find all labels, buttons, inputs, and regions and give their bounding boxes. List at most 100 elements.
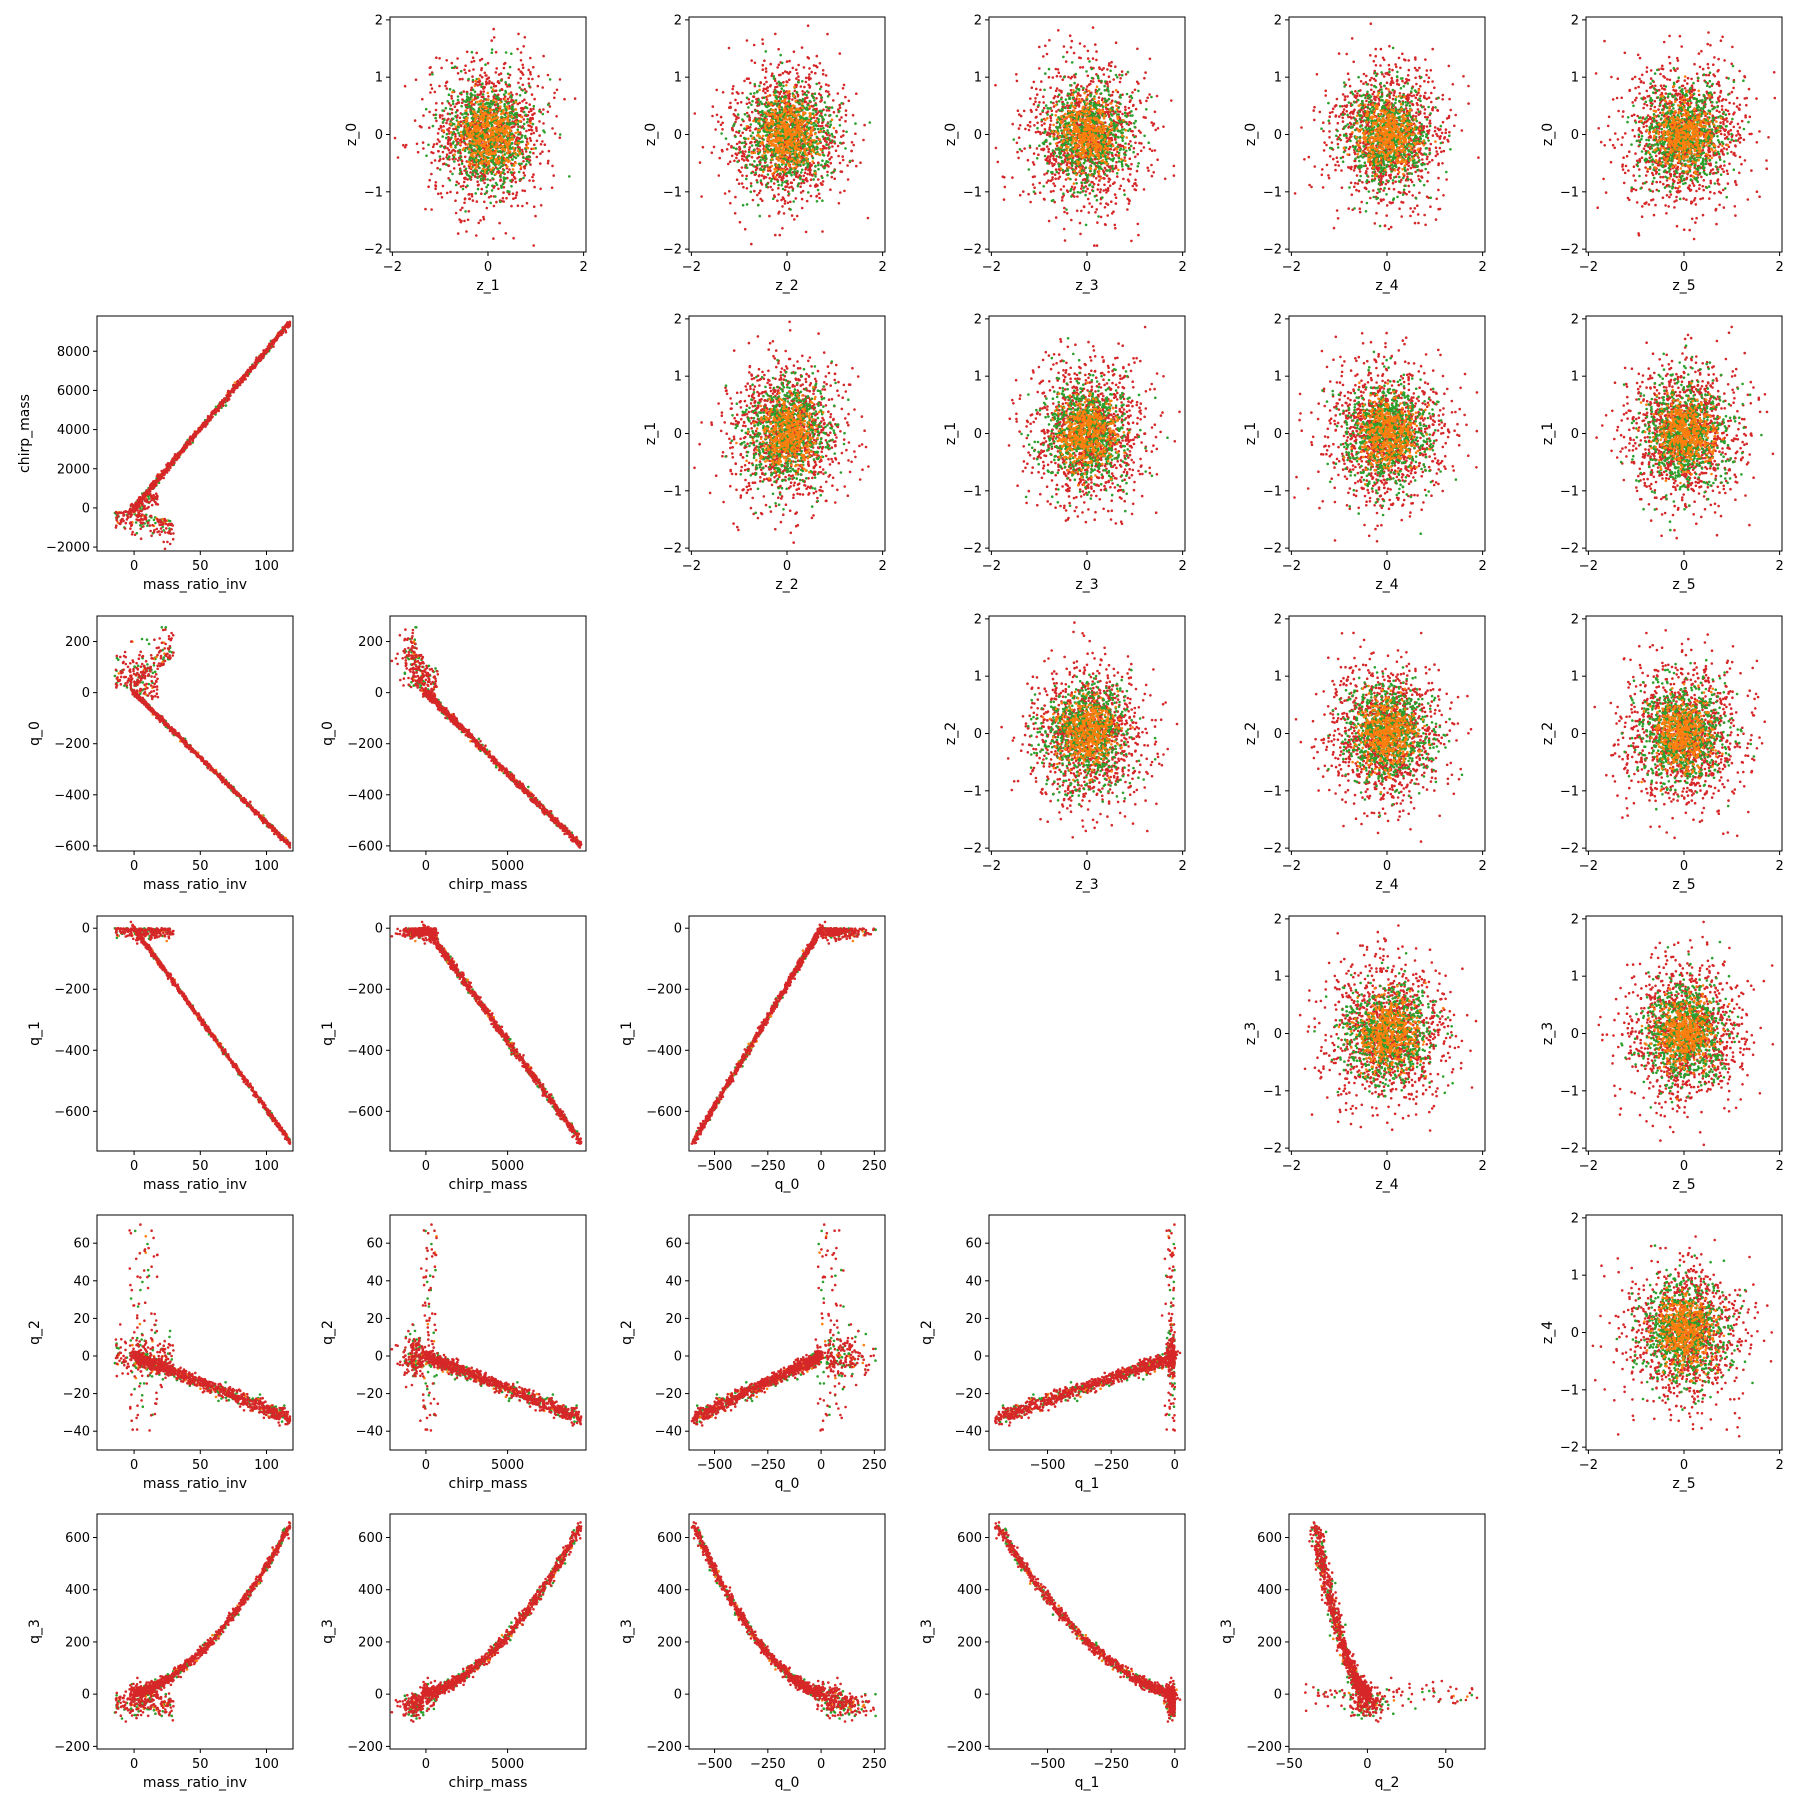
data-point <box>719 123 723 127</box>
data-point <box>777 193 780 196</box>
data-point <box>786 102 790 106</box>
data-point <box>546 110 550 114</box>
data-point <box>486 135 489 138</box>
y-tick-label: −1 <box>663 185 682 200</box>
data-point <box>811 160 814 163</box>
data-point <box>522 110 526 114</box>
data-point <box>783 199 787 203</box>
data-point <box>508 73 512 77</box>
data-point <box>477 142 481 146</box>
data-point <box>457 151 460 154</box>
data-point <box>771 188 774 192</box>
data-point <box>761 38 764 41</box>
data-point <box>469 88 473 92</box>
data-point <box>497 139 500 142</box>
data-point <box>487 105 491 108</box>
data-point <box>453 153 456 156</box>
data-point <box>783 128 787 132</box>
data-point <box>469 171 472 174</box>
data-point <box>1060 199 1064 202</box>
data-point <box>436 138 440 141</box>
data-point <box>801 102 804 106</box>
data-point <box>517 162 521 166</box>
data-point <box>772 182 776 185</box>
data-point <box>461 77 464 81</box>
data-point <box>481 82 484 85</box>
data-point <box>833 169 836 172</box>
data-point <box>471 130 475 133</box>
data-point <box>504 81 507 84</box>
data-point <box>846 178 850 181</box>
data-point <box>512 100 515 104</box>
data-point <box>1086 197 1090 201</box>
data-point <box>457 163 461 166</box>
data-point <box>828 134 831 137</box>
data-point <box>812 108 815 112</box>
data-point <box>1048 158 1052 161</box>
data-point <box>795 129 798 133</box>
data-point <box>503 95 507 98</box>
data-point <box>427 185 430 188</box>
data-point <box>483 200 486 204</box>
data-point <box>492 36 496 39</box>
data-point <box>521 140 524 143</box>
data-point <box>484 150 487 153</box>
data-point <box>436 166 439 170</box>
data-point <box>499 200 502 204</box>
data-point <box>434 181 438 184</box>
data-point <box>438 57 441 60</box>
data-point <box>830 132 834 136</box>
data-point <box>1131 133 1135 137</box>
data-point <box>838 103 841 107</box>
data-point <box>476 93 479 96</box>
data-point <box>467 105 471 109</box>
data-point <box>821 69 825 72</box>
data-point <box>756 134 759 137</box>
data-point <box>806 165 809 169</box>
data-point <box>795 68 798 71</box>
data-point <box>787 100 791 103</box>
data-point <box>809 121 813 125</box>
data-point <box>764 176 768 179</box>
data-point <box>733 159 736 163</box>
data-point <box>788 158 792 161</box>
data-point <box>850 149 853 153</box>
data-point <box>798 136 802 139</box>
x-axis-label: z_1 <box>476 278 499 294</box>
data-point <box>465 105 468 109</box>
data-point <box>758 214 762 218</box>
data-point <box>480 95 484 99</box>
data-point <box>429 83 433 87</box>
data-point <box>475 170 478 174</box>
data-point <box>766 182 769 186</box>
data-point <box>745 174 748 178</box>
data-point <box>476 180 479 183</box>
data-point <box>480 160 484 163</box>
data-point <box>814 71 817 75</box>
data-point <box>1128 157 1132 160</box>
data-point <box>829 161 833 165</box>
data-point <box>797 140 800 144</box>
data-point <box>753 61 757 65</box>
data-point <box>1126 178 1130 181</box>
data-point <box>793 173 796 176</box>
data-point <box>1027 192 1030 196</box>
y-tick-label: 1 <box>674 71 682 86</box>
data-point <box>823 101 827 104</box>
data-point <box>505 108 508 112</box>
data-point <box>821 144 825 148</box>
data-point <box>532 65 535 69</box>
data-point <box>490 123 494 126</box>
data-point <box>525 155 529 159</box>
data-point <box>543 131 546 134</box>
data-point <box>734 98 737 102</box>
data-point <box>1126 208 1129 211</box>
data-point <box>427 143 430 147</box>
data-point <box>522 122 526 126</box>
data-point <box>508 138 512 141</box>
data-point <box>798 160 801 164</box>
data-point <box>783 180 787 184</box>
data-point <box>825 105 828 109</box>
data-point <box>777 131 781 135</box>
data-point <box>801 90 804 93</box>
